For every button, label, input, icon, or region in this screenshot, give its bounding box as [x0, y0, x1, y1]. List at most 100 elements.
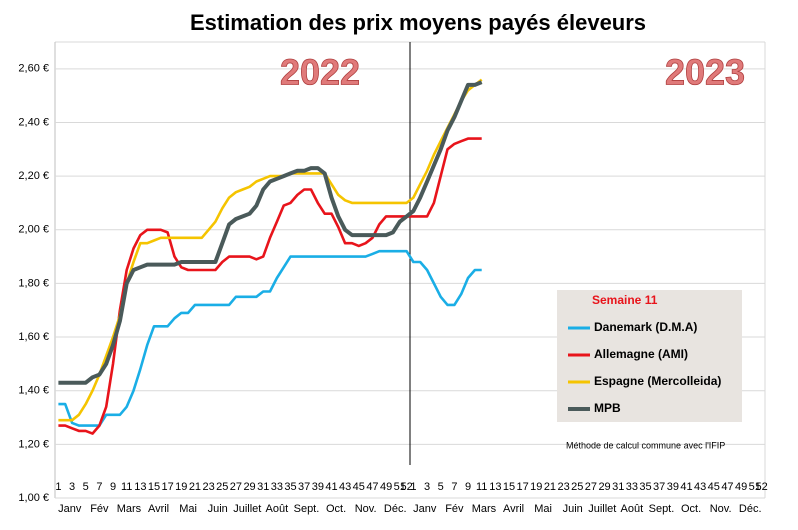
- x-tick-label: 51: [749, 481, 761, 493]
- y-tick-label: 1,20 €: [18, 438, 49, 450]
- x-tick-label: 45: [708, 481, 720, 493]
- month-label: Janv: [58, 503, 82, 515]
- x-tick-label: 23: [202, 481, 214, 493]
- x-tick-label: 31: [257, 481, 269, 493]
- month-label: Oct.: [681, 503, 701, 515]
- month-label: Janv: [413, 503, 437, 515]
- x-tick-label: 17: [162, 481, 174, 493]
- x-tick-label: 33: [271, 481, 283, 493]
- x-tick-label: 39: [667, 481, 679, 493]
- year-annotation: 2022: [280, 52, 360, 93]
- x-tick-label: 1: [55, 481, 61, 493]
- x-tick-label: 31: [612, 481, 624, 493]
- x-tick-label: 5: [438, 481, 444, 493]
- x-tick-label: 19: [175, 481, 187, 493]
- y-tick-label: 1,40 €: [18, 385, 49, 397]
- y-tick-label: 1,60 €: [18, 331, 49, 343]
- x-tick-label: 29: [598, 481, 610, 493]
- x-tick-label: 41: [325, 481, 337, 493]
- x-tick-label: 35: [639, 481, 651, 493]
- month-label: Août: [266, 503, 289, 515]
- month-label: Fév: [90, 503, 109, 515]
- y-tick-label: 2,00 €: [18, 224, 49, 236]
- month-label: Déc.: [739, 503, 762, 515]
- month-label: Mars: [472, 503, 497, 515]
- y-tick-label: 1,00 €: [18, 492, 49, 504]
- month-label: Fév: [445, 503, 464, 515]
- month-label: Mai: [534, 503, 552, 515]
- y-tick-label: 1,80 €: [18, 277, 49, 289]
- x-tick-label: 13: [134, 481, 146, 493]
- x-tick-label: 35: [284, 481, 296, 493]
- month-label: Juillet: [588, 503, 616, 515]
- x-tick-label: 33: [626, 481, 638, 493]
- x-tick-label: 52: [755, 481, 767, 493]
- x-tick-label: 3: [69, 481, 75, 493]
- chart-title: Estimation des prix moyens payés éleveur…: [190, 10, 646, 35]
- x-tick-label: 49: [735, 481, 747, 493]
- legend-label: MPB: [594, 401, 621, 415]
- month-label: Juin: [208, 503, 228, 515]
- y-tick-label: 2,20 €: [18, 170, 49, 182]
- x-tick-label: 43: [694, 481, 706, 493]
- x-tick-label: 45: [353, 481, 365, 493]
- month-label: Sept.: [649, 503, 675, 515]
- legend-label: Danemark (D.M.A): [594, 320, 697, 334]
- x-tick-label: 43: [339, 481, 351, 493]
- x-tick-label: 29: [243, 481, 255, 493]
- x-tick-label: 47: [721, 481, 733, 493]
- x-tick-label: 7: [451, 481, 457, 493]
- month-label: Juillet: [233, 503, 261, 515]
- y-tick-label: 2,40 €: [18, 116, 49, 128]
- x-tick-label: 15: [148, 481, 160, 493]
- x-tick-label: 37: [298, 481, 310, 493]
- x-tick-label: 15: [503, 481, 515, 493]
- x-tick-label: 51: [394, 481, 406, 493]
- x-tick-label: 11: [476, 481, 487, 493]
- month-label: Nov.: [710, 503, 732, 515]
- month-label: Nov.: [355, 503, 377, 515]
- x-tick-label: 19: [530, 481, 542, 493]
- x-tick-label: 27: [585, 481, 597, 493]
- x-tick-label: 49: [380, 481, 392, 493]
- x-tick-label: 39: [312, 481, 324, 493]
- x-tick-label: 9: [110, 481, 116, 493]
- x-tick-label: 37: [653, 481, 665, 493]
- x-tick-label: 3: [424, 481, 430, 493]
- x-tick-label: 23: [557, 481, 569, 493]
- month-label: Oct.: [326, 503, 346, 515]
- year-annotation: 2023: [665, 52, 745, 93]
- series-line: [58, 249, 482, 427]
- month-label: Juin: [563, 503, 583, 515]
- month-label: Août: [621, 503, 644, 515]
- x-tick-label: 9: [465, 481, 471, 493]
- x-tick-label: 5: [83, 481, 89, 493]
- x-tick-label: 47: [366, 481, 378, 493]
- x-tick-label: 13: [489, 481, 501, 493]
- legend-title: Semaine 11: [592, 293, 658, 307]
- x-tick-label: 52: [400, 481, 412, 493]
- x-tick-label: 41: [680, 481, 692, 493]
- month-label: Avril: [148, 503, 169, 515]
- legend-label: Espagne (Mercolleida): [594, 374, 721, 388]
- series-line: [58, 78, 483, 422]
- x-tick-label: 21: [189, 481, 201, 493]
- month-label: Sept.: [294, 503, 320, 515]
- x-tick-label: 11: [121, 481, 132, 493]
- x-tick-label: 17: [517, 481, 529, 493]
- footnote: Méthode de calcul commune avec l'IFIP: [566, 440, 725, 450]
- month-label: Avril: [503, 503, 524, 515]
- x-tick-label: 1: [410, 481, 416, 493]
- x-tick-label: 27: [230, 481, 242, 493]
- month-label: Mars: [117, 503, 142, 515]
- month-label: Mai: [179, 503, 197, 515]
- month-label: Déc.: [384, 503, 407, 515]
- x-tick-label: 21: [544, 481, 556, 493]
- series-line: [58, 137, 482, 435]
- x-tick-label: 25: [571, 481, 583, 493]
- y-tick-label: 2,60 €: [18, 63, 49, 75]
- x-tick-label: 7: [96, 481, 102, 493]
- series-line: [58, 80, 483, 385]
- legend-label: Allemagne (AMI): [594, 347, 688, 361]
